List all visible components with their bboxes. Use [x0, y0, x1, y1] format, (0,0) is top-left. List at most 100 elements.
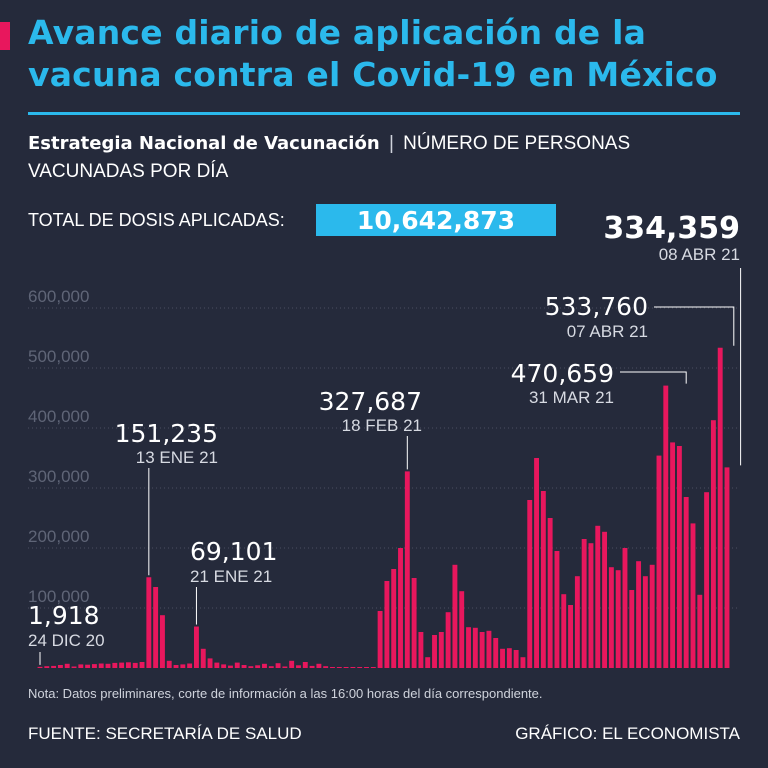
bar — [302, 662, 308, 668]
bar — [153, 587, 159, 668]
bar — [663, 385, 669, 668]
bar — [316, 663, 322, 668]
bar — [234, 662, 240, 668]
bar — [547, 518, 553, 668]
total-doses-value: 10,642,873 — [316, 204, 556, 236]
bar — [241, 665, 247, 668]
bar — [57, 665, 63, 668]
bar — [180, 664, 186, 668]
bar — [268, 666, 274, 668]
bar — [724, 467, 730, 668]
bar — [282, 666, 288, 668]
annotation-leader-line — [654, 306, 735, 346]
annotation-value: 327,687 — [319, 387, 422, 416]
subtitle-description: NÚMERO DE PERSONAS VACUNADAS POR DÍA — [28, 133, 631, 182]
bar — [642, 576, 648, 668]
bar — [534, 458, 539, 668]
bar — [37, 666, 43, 668]
bar — [629, 590, 635, 668]
bar — [683, 497, 689, 668]
bar — [588, 543, 594, 668]
y-tick-label: 400,000 — [28, 407, 89, 426]
bar — [615, 570, 621, 668]
bar — [207, 658, 213, 668]
subtitle-strategy: Estrategia Nacional de Vacunación — [28, 133, 380, 154]
bar — [119, 662, 125, 668]
bar — [44, 666, 50, 668]
annotation-date: 08 ABR 21 — [659, 245, 740, 264]
bar — [452, 564, 458, 668]
annotation-leader-line — [620, 371, 687, 384]
bar — [500, 648, 505, 668]
bar — [622, 548, 628, 668]
chart-title: Avance diario de aplicación de la vacuna… — [28, 13, 718, 94]
bar — [425, 657, 431, 668]
bar — [404, 471, 410, 668]
y-tick-label: 300,000 — [28, 467, 89, 486]
bar — [194, 626, 199, 668]
bar — [384, 581, 390, 668]
bar — [602, 531, 608, 668]
bar — [336, 667, 342, 668]
bar — [554, 551, 560, 668]
annotation-value: 151,235 — [115, 419, 218, 448]
bar — [132, 662, 138, 668]
bar — [275, 663, 281, 668]
annotation-date: 13 ENE 21 — [136, 448, 218, 467]
bar — [105, 663, 111, 668]
bar — [676, 446, 682, 668]
annotation-date: 31 MAR 21 — [529, 388, 614, 407]
bar — [323, 666, 329, 668]
bar — [656, 455, 662, 668]
bar — [51, 665, 57, 668]
bar — [398, 548, 403, 668]
chart-note: Nota: Datos preliminares, corte de infor… — [28, 686, 543, 701]
annotation-date: 18 FEB 21 — [342, 416, 422, 435]
annotation-date: 21 ENE 21 — [190, 567, 272, 586]
bar — [91, 664, 97, 668]
bar — [710, 420, 716, 668]
bar — [574, 576, 580, 668]
bar — [377, 611, 383, 668]
annotation-value: 470,659 — [511, 359, 614, 388]
bar — [71, 666, 77, 668]
bar — [166, 660, 172, 668]
bar — [146, 577, 152, 668]
annotation-value: 334,359 — [603, 211, 740, 246]
bar — [112, 662, 118, 668]
bar — [343, 667, 349, 668]
bar — [125, 662, 131, 668]
bar — [411, 578, 417, 668]
subtitle-separator: | — [388, 133, 394, 154]
bar — [391, 569, 397, 668]
annotation-date: 24 DIC 20 — [28, 631, 105, 650]
bar — [221, 664, 227, 668]
bar — [418, 632, 424, 668]
annotation-date: 07 ABR 21 — [567, 322, 648, 341]
bar — [581, 539, 587, 668]
chart-subtitle: Estrategia Nacional de Vacunación | NÚME… — [28, 130, 743, 186]
graphic-credit: GRÁFICO: EL ECONOMISTA — [515, 724, 740, 743]
bar — [527, 500, 533, 668]
bar — [568, 605, 574, 668]
bar — [486, 630, 492, 668]
bar — [520, 657, 526, 668]
bar — [64, 663, 70, 668]
y-tick-label: 600,000 — [28, 287, 89, 306]
bar — [608, 567, 614, 668]
bar — [159, 615, 165, 668]
bar — [357, 667, 363, 668]
bar — [173, 665, 179, 668]
bar — [506, 648, 512, 668]
bar — [472, 627, 478, 668]
bar — [200, 648, 206, 668]
annotation-value: 1,918 — [28, 601, 100, 630]
bar — [78, 664, 84, 668]
bar — [289, 660, 295, 668]
annotation-value: 69,101 — [190, 537, 277, 566]
bar — [595, 525, 601, 668]
bar — [445, 612, 451, 668]
bar-chart: 100,000 200,000 300,000 400,000 500,000 600,0… — [28, 211, 742, 668]
bar — [296, 665, 301, 668]
total-doses-label: TOTAL DE DOSIS APLICADAS: — [28, 210, 285, 230]
